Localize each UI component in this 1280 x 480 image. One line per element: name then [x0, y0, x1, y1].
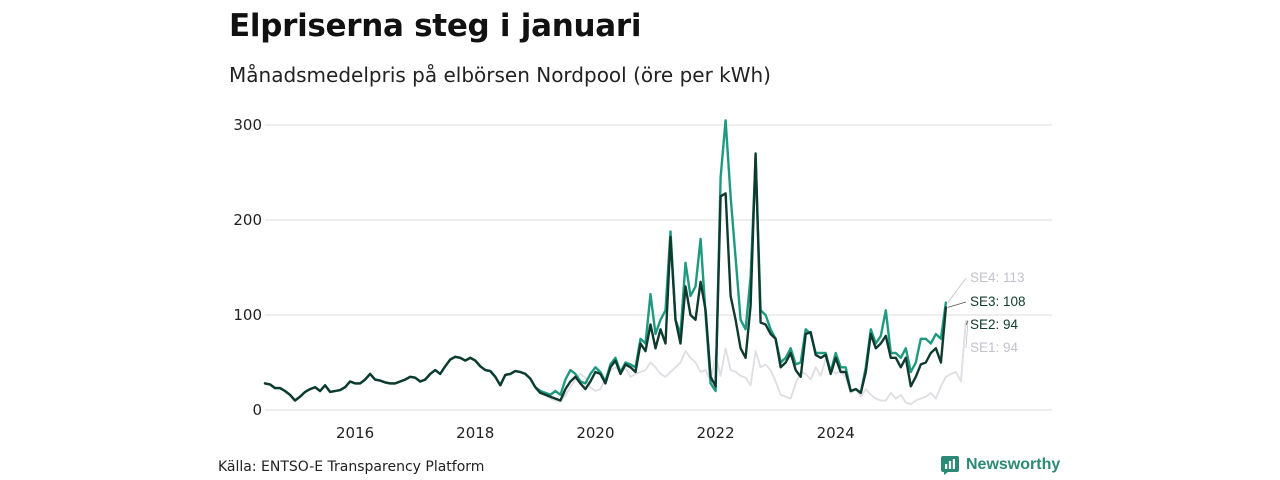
leader-line-se3: [947, 301, 967, 308]
series-line-se3: [263, 152, 948, 402]
y-tick-label: 300: [233, 116, 262, 134]
leader-line-se1: [965, 320, 969, 349]
y-tick-label: 200: [233, 211, 262, 229]
series-line-se4: [263, 119, 948, 402]
series-lines: [263, 119, 967, 406]
brand-name: Newsworthy: [966, 456, 1061, 473]
series-end-label-se1: SE1: 94: [970, 340, 1019, 355]
leader-line-se4: [947, 277, 967, 303]
y-tick-label: 100: [233, 306, 262, 324]
brand-logo[interactable]: Newsworthy: [940, 455, 1060, 475]
chart-subtitle: Månadsmedelpris på elbörsen Nordpool (ör…: [229, 63, 771, 87]
x-tick-label: 2024: [817, 424, 855, 442]
series-end-label-se3: SE3: 108: [970, 294, 1026, 309]
y-tick-label: 0: [252, 401, 262, 419]
x-tick-label: 2016: [336, 424, 374, 442]
series-end-label-se4: SE4: 113: [970, 270, 1025, 285]
chart-title: Elpriserna steg i januari: [229, 8, 642, 44]
y-axis-ticks: 0 100 200 300: [233, 116, 262, 419]
chart-bars-icon: [941, 456, 959, 475]
x-axis-ticks: 2016 2018 2020 2022 2024: [336, 424, 855, 442]
gridlines: [265, 124, 1052, 411]
x-tick-label: 2020: [576, 424, 614, 442]
series-end-labels: SE1: 94 SE2: 94 SE4: 113 SE3: 108: [947, 270, 1026, 355]
x-tick-label: 2022: [696, 424, 734, 442]
series-end-label-se2: SE2: 94: [970, 317, 1019, 332]
leader-line-se2: [965, 320, 969, 326]
source-note: Källa: ENTSO-E Transparency Platform: [218, 459, 485, 475]
x-tick-label: 2018: [456, 424, 494, 442]
